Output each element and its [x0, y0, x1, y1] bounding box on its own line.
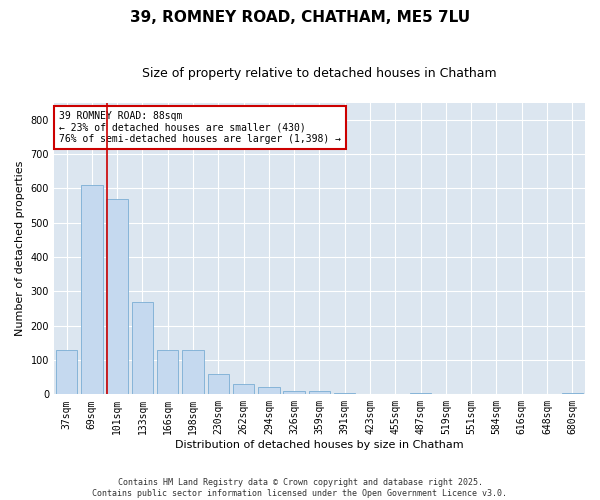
- Bar: [334, 392, 355, 394]
- Bar: [258, 388, 280, 394]
- Bar: [208, 374, 229, 394]
- Bar: [182, 350, 204, 395]
- Bar: [81, 185, 103, 394]
- X-axis label: Distribution of detached houses by size in Chatham: Distribution of detached houses by size …: [175, 440, 464, 450]
- Bar: [131, 302, 153, 394]
- Bar: [157, 350, 178, 395]
- Bar: [233, 384, 254, 394]
- Bar: [410, 392, 431, 394]
- Bar: [309, 391, 330, 394]
- Bar: [283, 391, 305, 394]
- Bar: [562, 392, 583, 394]
- Bar: [56, 350, 77, 395]
- Text: 39, ROMNEY ROAD, CHATHAM, ME5 7LU: 39, ROMNEY ROAD, CHATHAM, ME5 7LU: [130, 10, 470, 25]
- Text: 39 ROMNEY ROAD: 88sqm
← 23% of detached houses are smaller (430)
76% of semi-det: 39 ROMNEY ROAD: 88sqm ← 23% of detached …: [59, 112, 341, 144]
- Text: Contains HM Land Registry data © Crown copyright and database right 2025.
Contai: Contains HM Land Registry data © Crown c…: [92, 478, 508, 498]
- Y-axis label: Number of detached properties: Number of detached properties: [15, 160, 25, 336]
- Title: Size of property relative to detached houses in Chatham: Size of property relative to detached ho…: [142, 68, 497, 80]
- Bar: [106, 198, 128, 394]
